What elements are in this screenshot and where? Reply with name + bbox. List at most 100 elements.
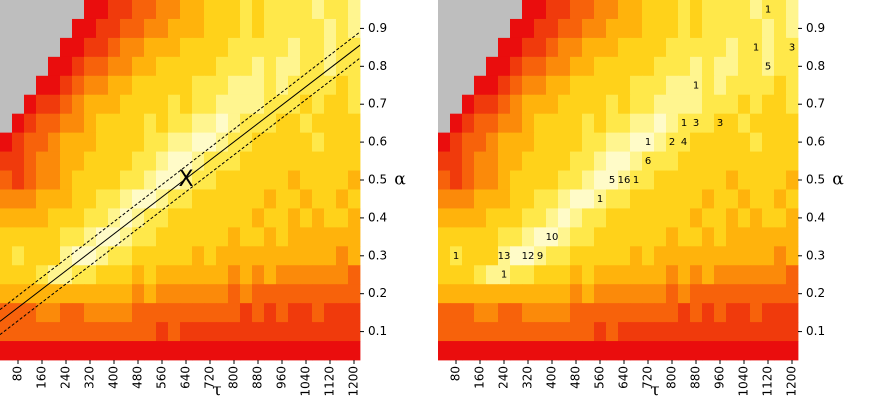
heat-cell	[750, 208, 763, 228]
heat-cell	[570, 227, 583, 247]
heat-cell	[144, 132, 157, 152]
heat-cell	[84, 113, 97, 134]
heat-cell	[522, 56, 535, 77]
heat-cell	[252, 37, 265, 58]
heat-cell	[690, 132, 703, 152]
heat-cell	[630, 322, 643, 342]
heat-cell	[228, 303, 241, 323]
heat-cell	[60, 189, 73, 209]
heat-cell	[156, 56, 169, 77]
heat-cell	[546, 284, 559, 304]
heat-cell	[714, 265, 727, 285]
heat-cell	[630, 56, 643, 77]
heat-cell	[666, 246, 679, 266]
heat-cell	[216, 37, 229, 58]
x-tick-label: 320	[83, 366, 97, 389]
heat-cell	[132, 151, 145, 171]
heat-cell	[486, 322, 499, 342]
heat-cell	[276, 151, 289, 171]
heat-cell	[348, 265, 361, 285]
heat-cell	[714, 94, 727, 115]
heat-cell	[84, 75, 97, 96]
heat-cell	[156, 37, 169, 58]
heat-cell	[642, 18, 655, 39]
heat-cell	[726, 18, 739, 39]
heat-cell	[36, 113, 49, 134]
heat-cell	[252, 341, 265, 361]
heat-cell	[714, 0, 727, 20]
heat-cell	[312, 189, 325, 209]
heat-cell	[690, 170, 703, 190]
heat-cell	[264, 284, 277, 304]
heat-cell	[630, 246, 643, 266]
heat-cell	[558, 341, 571, 361]
heat-cell	[144, 170, 157, 190]
heat-cell	[750, 246, 763, 266]
heat-cell	[24, 246, 37, 266]
heat-cell	[774, 151, 787, 171]
heat-cell	[204, 151, 217, 171]
heat-cell	[726, 113, 739, 134]
y-tick-label: 0.7	[368, 97, 387, 111]
heat-cell	[192, 151, 205, 171]
heat-cell	[96, 170, 109, 190]
heat-cell	[276, 208, 289, 228]
heat-cell	[654, 208, 667, 228]
heat-cell	[654, 56, 667, 77]
heat-cell	[192, 341, 205, 361]
heat-cell	[618, 0, 631, 20]
heat-cell	[450, 227, 463, 247]
heat-cell	[606, 227, 619, 247]
heat-cell	[348, 227, 361, 247]
heat-cell	[690, 208, 703, 228]
y-axis-label: α	[832, 170, 844, 190]
heat-cell	[714, 113, 727, 134]
heat-cell	[786, 18, 799, 39]
heat-cell	[108, 227, 121, 247]
heat-cell	[570, 151, 583, 171]
heat-cell	[60, 246, 73, 266]
heat-cell	[726, 303, 739, 323]
heat-cell	[474, 189, 487, 209]
y-tick-label: 0.5	[368, 173, 387, 187]
heat-cell	[252, 265, 265, 285]
heat-cell	[192, 189, 205, 209]
heat-cell	[240, 151, 253, 171]
heat-cell	[546, 189, 559, 209]
heat-cell	[48, 56, 61, 77]
heat-cell	[558, 18, 571, 39]
heat-cell	[750, 94, 763, 115]
heat-cell	[180, 151, 193, 171]
heat-cell	[288, 132, 301, 152]
heat-cell	[642, 170, 655, 190]
heat-cell	[252, 94, 265, 115]
x-tick-label: 1040	[737, 366, 751, 397]
heat-cell	[312, 0, 325, 20]
heat-cell	[348, 341, 361, 361]
heat-cell	[690, 227, 703, 247]
heat-cell	[288, 0, 301, 20]
heat-cell	[486, 284, 499, 304]
heat-cell	[498, 132, 511, 152]
heat-cell	[300, 303, 313, 323]
x-axis-label: τ	[212, 381, 221, 401]
heat-cell	[84, 341, 97, 361]
heat-cell	[84, 94, 97, 115]
heat-cell	[534, 56, 547, 77]
heat-cell	[288, 284, 301, 304]
heat-cell	[594, 75, 607, 96]
heat-cell	[546, 37, 559, 58]
y-tick-label: 0.1	[368, 324, 387, 338]
heat-cell	[438, 132, 451, 152]
heat-cell	[558, 189, 571, 209]
heat-cell	[24, 132, 37, 152]
heat-cell	[642, 322, 655, 342]
heat-cell	[300, 18, 313, 39]
heat-cell	[180, 265, 193, 285]
heat-cell	[510, 75, 523, 96]
heat-cell	[132, 246, 145, 266]
heat-cell	[738, 94, 751, 115]
y-tick-label: 0.9	[806, 21, 825, 35]
heat-cell	[144, 94, 157, 115]
heat-cell	[498, 284, 511, 304]
